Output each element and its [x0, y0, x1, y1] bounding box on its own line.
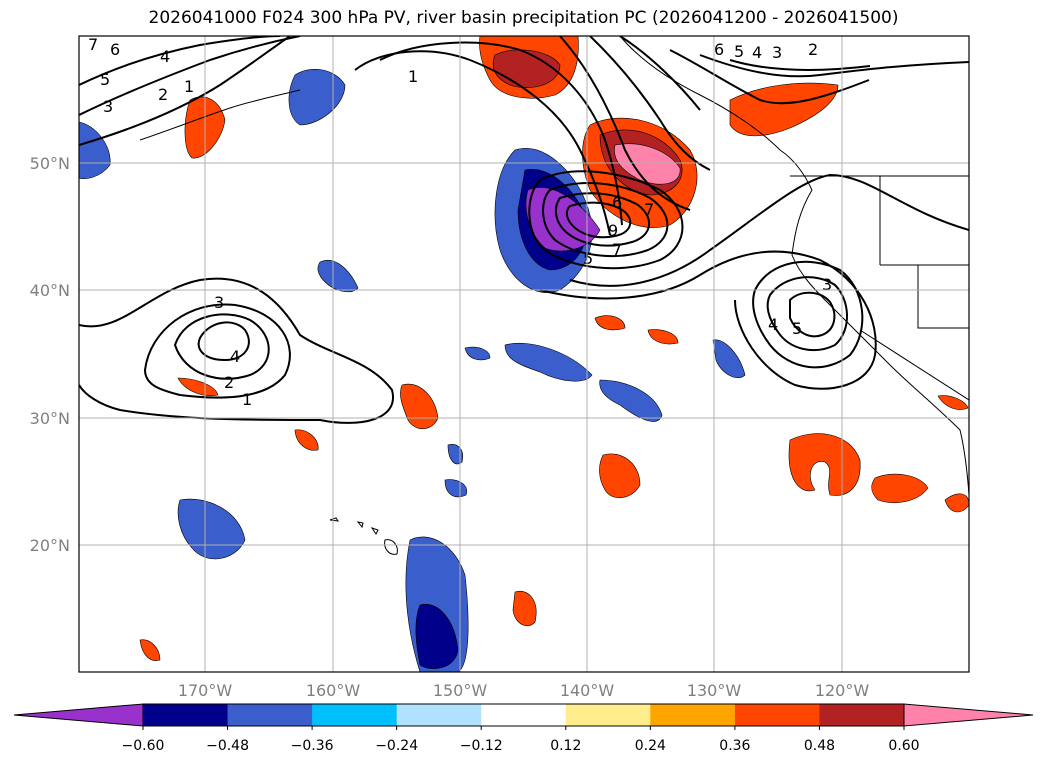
contour-label: 6 [612, 193, 622, 212]
positive-small-11 [944, 493, 969, 513]
bc-positive-blob [729, 82, 839, 137]
lon-label-140w: 140°W [560, 681, 615, 700]
colorbar-frame [142, 703, 905, 727]
lon-label-150w: 150°W [433, 681, 488, 700]
hawaii-negative-core [415, 603, 459, 669]
colorbar-swatch [565, 704, 651, 726]
contour-label: 2 [808, 40, 818, 59]
contour-label: 4 [752, 43, 762, 62]
colorbar-tick-label: −0.36 [291, 738, 334, 754]
colorbar-swatch [396, 704, 482, 726]
contour-label: 4 [160, 47, 170, 66]
positive-small-9 [139, 639, 161, 661]
contour-label: 5 [583, 249, 593, 268]
subtropical-negative-band [504, 342, 593, 382]
aleutian-negative-blob [288, 68, 346, 126]
contour-label: 6 [110, 40, 120, 59]
contour-label: 2 [158, 85, 168, 104]
colorbar-swatch [227, 704, 313, 726]
colorbar-tick-label: 0.24 [635, 738, 666, 754]
negative-small-3 [464, 346, 491, 361]
contour-label: 7 [88, 35, 98, 54]
lon-label-160w: 160°W [306, 681, 361, 700]
colorbar-tick-label: −0.12 [460, 738, 503, 754]
contour-label: 7 [644, 200, 654, 219]
colorbar-swatch [819, 704, 905, 726]
colorbar-swatch [481, 704, 567, 726]
contour-label: 6 [714, 40, 724, 59]
negative-small-1 [317, 260, 359, 293]
lon-label-120w: 120°W [815, 681, 870, 700]
colorbar-swatch [734, 704, 820, 726]
map-frame [78, 35, 970, 673]
contour-label: 3 [772, 43, 782, 62]
colorbar-swatch [650, 704, 736, 726]
contour-label: 7 [612, 240, 622, 259]
coastlines [139, 36, 969, 496]
colorbar [13, 703, 1034, 727]
positive-small-4 [594, 315, 626, 331]
colorbar-ticks: −0.60 −0.48 −0.36 −0.24 −0.12 0.12 0.24 0.36 0.4… [122, 726, 920, 754]
positive-small-2 [294, 429, 319, 451]
contour-label: 4 [768, 315, 778, 334]
colorbar-swatch [143, 704, 229, 726]
lat-label-20n: 20°N [30, 536, 70, 555]
alaska-coast [619, 36, 813, 191]
positive-small-10 [937, 395, 969, 410]
lon-label-130w: 130°W [687, 681, 742, 700]
contour-label: 5 [792, 319, 802, 338]
graticule [79, 36, 969, 672]
pv-contours [79, 36, 969, 424]
colorbar-tick-label: −0.24 [375, 738, 418, 754]
positive-small-8 [512, 590, 537, 626]
colorbar-tick-label: 0.36 [719, 738, 750, 754]
positive-small-6 [599, 453, 641, 498]
west-edge-negative-blob [79, 121, 111, 179]
colorbar-tick-label: 0.12 [550, 738, 581, 754]
contour-label: 4 [230, 347, 240, 366]
subtropical-negative-band-2 [599, 379, 663, 422]
colorbar-tick-label: 0.48 [804, 738, 835, 754]
colorbar-extend-high [903, 703, 1034, 727]
contour-label: 5 [734, 42, 744, 61]
map-layers: 7 6 5 4 3 2 1 1 3 4 2 1 6 5 4 3 2 6 7 9 … [79, 35, 969, 672]
negative-small-2 [712, 339, 746, 379]
latitude-labels: 50°N 40°N 30°N 20°N [30, 154, 70, 555]
map-title: 2026041000 F024 300 hPa PV, river basin … [148, 8, 899, 28]
colorbar-extend-low [13, 703, 144, 727]
contour-label: 9 [608, 221, 618, 240]
lat-label-50n: 50°N [30, 154, 70, 173]
contour-label: 1 [184, 77, 194, 96]
state-borders [859, 176, 969, 401]
contour-label: 1 [242, 390, 252, 409]
positive-anomaly-peak [614, 143, 681, 185]
lat-label-30n: 30°N [30, 409, 70, 428]
longitude-labels: 170°W 160°W 150°W 140°W 130°W 120°W [178, 681, 870, 700]
contour-label: 1 [408, 67, 418, 86]
colorbar-tick-label: −0.60 [122, 738, 165, 754]
colorbar-tick-label: −0.48 [206, 738, 249, 754]
positive-small-7 [871, 473, 929, 503]
contour-label: 3 [103, 97, 113, 116]
contour-label: 3 [214, 293, 224, 312]
lon-label-170w: 170°W [178, 681, 233, 700]
positive-small-5 [647, 329, 679, 345]
negative-small-5 [444, 479, 468, 498]
contour-labels: 7 6 5 4 3 2 1 1 3 4 2 1 6 5 4 3 2 6 7 9 … [88, 35, 832, 409]
contour-label: 5 [100, 70, 110, 89]
aleutian-islands [139, 89, 301, 141]
north-america-west-coast [791, 189, 969, 496]
contour-label: 2 [224, 373, 234, 392]
colorbar-tick-label: 0.60 [888, 738, 919, 754]
colorbar-swatch [312, 704, 398, 726]
contour-label: 3 [822, 275, 832, 294]
negative-small-4 [177, 498, 246, 560]
lat-label-40n: 40°N [30, 281, 70, 300]
negative-small-6 [447, 444, 463, 465]
positive-small-3 [177, 377, 219, 397]
